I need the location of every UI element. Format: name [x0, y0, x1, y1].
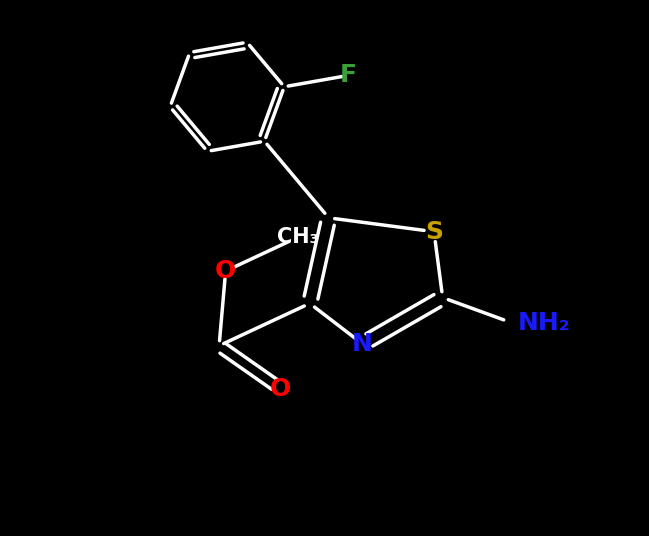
Text: NH₂: NH₂ [518, 311, 571, 336]
Text: F: F [340, 63, 357, 87]
Text: O: O [215, 259, 236, 283]
Text: O: O [270, 377, 291, 401]
Text: CH₃: CH₃ [277, 227, 319, 247]
Text: N: N [352, 332, 373, 356]
Text: S: S [425, 220, 443, 244]
